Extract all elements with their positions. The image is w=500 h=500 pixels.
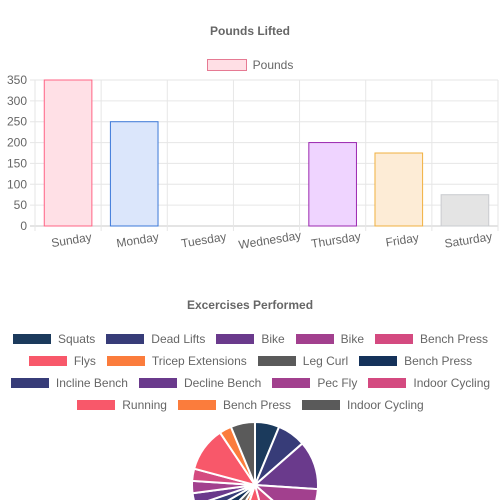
y-tick-label: 200 [7,136,27,150]
legend-swatch [206,59,247,71]
legend-swatch [9,377,50,389]
y-tick-label: 300 [7,94,27,108]
bar-thursday[interactable] [308,142,357,227]
legend-item[interactable]: Squats [11,332,96,346]
legend-label: Tricep Extensions [151,354,247,368]
pie-slice[interactable] [229,420,256,486]
legend-item[interactable]: Flys [27,354,96,368]
pie-slice[interactable] [200,484,256,500]
legend-item[interactable]: Running [76,398,167,412]
legend-label: Bench Press [222,398,292,412]
legend-row: Incline Bench Decline Bench Pec Fly Indoor … [0,372,500,394]
y-tick-label: 0 [20,219,27,233]
legend-item[interactable]: Pec Fly [271,376,357,390]
legend-swatch [367,377,408,389]
legend-item-pounds[interactable]: Pounds [206,58,294,72]
y-tick-label: 150 [7,156,27,170]
legend-swatch [301,399,342,411]
x-tick-label: Sunday [50,230,92,250]
legend-item[interactable]: Indoor Cycling [367,376,490,390]
legend-swatch [358,355,399,367]
legend-label: Squats [57,332,96,346]
legend-row: Squats Dead Lifts Bike Bike Bench Press [0,328,500,350]
bar-sunday[interactable] [43,79,93,227]
legend-label: Running [122,398,167,412]
legend-item[interactable]: Dead Lifts [105,332,205,346]
legend-label: Bike [340,332,365,346]
legend-item[interactable]: Bench Press [176,398,292,412]
legend-swatch [137,377,178,389]
x-tick-label: Monday [115,230,159,251]
legend-row: Running Bench Press Indoor Cycling [0,394,500,416]
legend-item[interactable]: Bike [215,332,285,346]
legend-label: Leg Curl [302,354,349,368]
pie-slice[interactable] [253,482,302,500]
pie-legend: Squats Dead Lifts Bike Bike Bench Press Flys T… [0,328,500,416]
bar-friday[interactable] [374,152,424,227]
legend-swatch [11,333,52,345]
legend-swatch [105,355,146,367]
legend-item[interactable]: Bench Press [374,332,488,346]
legend-label: Pec Fly [317,376,358,390]
legend-label: Indoor Cycling [347,398,424,412]
y-tick-label: 50 [14,198,28,212]
legend-label: Bench Press [420,332,489,346]
legend-label: Decline Bench [183,376,262,390]
legend-item[interactable]: Decline Bench [137,376,262,390]
bar-saturday[interactable] [440,194,490,227]
y-tick-label: 350 [7,73,27,87]
legend-item[interactable]: Bench Press [358,354,472,368]
legend-swatch [176,399,217,411]
legend-item[interactable]: Bike [294,332,365,346]
legend-label: Dead Lifts [151,332,206,346]
bar-monday[interactable] [109,121,159,227]
legend-swatch [215,333,256,345]
legend-swatch [374,333,415,345]
bar-legend: Pounds [0,54,500,76]
legend-item[interactable]: Incline Bench [9,376,128,390]
y-tick-label: 250 [7,115,27,129]
legend-item[interactable]: Tricep Extensions [105,354,247,368]
legend-label: Bench Press [404,354,473,368]
legend-swatch [294,333,335,345]
legend-label: Pounds [252,58,294,72]
bar-chart-title: Pounds Lifted [210,24,290,38]
legend-label: Indoor Cycling [413,376,491,390]
legend-item[interactable]: Leg Curl [256,354,349,368]
legend-swatch [76,399,117,411]
legend-row: Flys Tricep Extensions Leg Curl Bench Press [0,350,500,372]
pie-chart-title: Excercises Performed [186,298,314,312]
legend-swatch [256,355,297,367]
legend-swatch [105,333,146,345]
legend-item[interactable]: Indoor Cycling [301,398,424,412]
y-tick-label: 100 [7,177,27,191]
legend-label: Incline Bench [55,376,128,390]
legend-swatch [27,355,68,367]
legend-swatch [271,377,312,389]
x-tick-label: Friday [385,231,420,250]
pie-slice[interactable] [252,483,319,500]
legend-label: Bike [261,332,285,346]
legend-label: Flys [73,354,96,368]
